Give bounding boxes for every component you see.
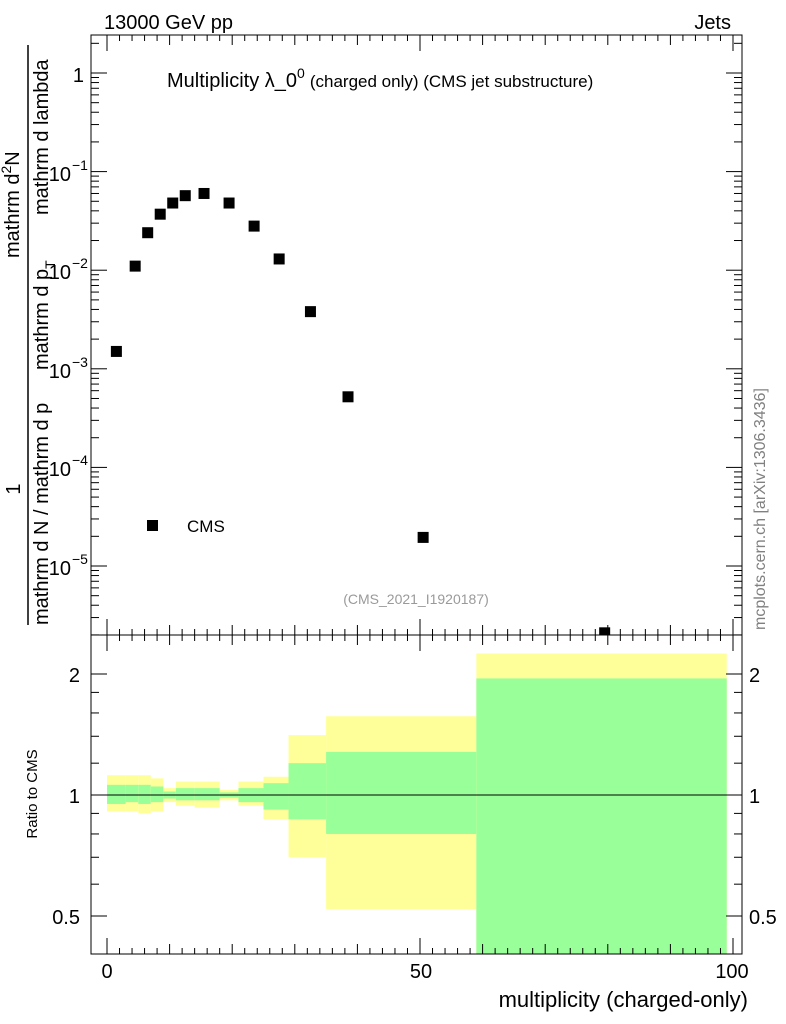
ylabel-denominator-2: mathrm d pT xyxy=(31,260,58,370)
data-point xyxy=(198,187,210,199)
ylabel-prefix: 1 xyxy=(3,483,25,494)
ratio-y-axis-label: Ratio to CMS xyxy=(24,749,41,838)
main-y-tick-exp: −2 xyxy=(72,255,88,271)
data-point xyxy=(129,260,141,272)
data-point xyxy=(273,253,285,265)
ylabel-numerator: mathrm d2N xyxy=(0,151,24,258)
main-y-tick-label: 10 xyxy=(49,164,71,186)
x-tick-label: 50 xyxy=(410,961,432,983)
data-point xyxy=(248,220,260,232)
ratio-bands xyxy=(107,653,727,954)
main-y-tick-label: 10 xyxy=(49,361,71,383)
main-y-tick-label: 10 xyxy=(49,262,71,284)
main-panel-frame xyxy=(90,34,743,636)
main-y-axis-label: 1 mathrm d2N mathrm d N / mathrm d p mat… xyxy=(0,45,58,625)
ratio-band-inner xyxy=(476,678,727,954)
ratio-y-tick-label-left: 1 xyxy=(69,786,80,808)
ylabel-denominator-3: mathrm d lambda xyxy=(31,59,53,215)
main-y-tick-exp: −4 xyxy=(72,452,88,468)
x-tick-label: 0 xyxy=(101,961,112,983)
data-point xyxy=(179,190,191,202)
ratio-y-tick-label-right: 0.5 xyxy=(749,907,777,929)
plot-title-sup: 0 xyxy=(297,65,305,81)
ratio-band-inner xyxy=(150,786,164,803)
ratio-band-inner xyxy=(125,784,139,803)
energy-label: 13000 GeV pp xyxy=(104,12,233,34)
data-point xyxy=(304,306,316,318)
main-y-tick-labels: 1 10 −1 10 −2 10 −3 10 −4 10 −5 xyxy=(49,65,88,580)
category-label: Jets xyxy=(694,12,731,34)
data-point xyxy=(599,627,611,635)
ratio-band-inner xyxy=(263,783,289,810)
axis-ticks xyxy=(91,35,742,954)
main-y-tick-exp: −3 xyxy=(72,354,88,370)
main-y-tick-label: 10 xyxy=(49,459,71,481)
ratio-band-inner xyxy=(288,763,327,820)
plot-title-sub: (charged only) (CMS jet substructure) xyxy=(310,72,593,91)
ratio-band-inner xyxy=(194,788,220,801)
ratio-y-tick-label-left: 0.5 xyxy=(52,907,80,929)
ylabel-denominator-1: mathrm d N / mathrm d p xyxy=(31,403,53,625)
data-point xyxy=(167,197,179,209)
main-y-tick-label: 1 xyxy=(73,65,84,87)
analysis-id: (CMS_2021_I1920187) xyxy=(343,591,489,607)
ratio-band-inner xyxy=(138,784,151,804)
data-point xyxy=(417,531,429,543)
main-y-tick-exp: −5 xyxy=(72,551,88,567)
ratio-band-inner xyxy=(175,788,195,801)
data-point xyxy=(142,227,154,239)
ratio-y-tick-label-right: 2 xyxy=(749,665,760,687)
plot-title: Multiplicity λ_00 (charged only) (CMS jet… xyxy=(167,65,593,92)
watermark: mcplots.cern.ch [arXiv:1306.3436] xyxy=(752,388,769,630)
data-markers xyxy=(110,187,611,635)
x-tick-label: 100 xyxy=(715,961,748,983)
legend-label: CMS xyxy=(187,517,225,536)
ratio-band-inner xyxy=(326,751,477,834)
ratio-band-inner xyxy=(107,784,126,804)
main-y-tick-exp: −1 xyxy=(72,157,88,173)
main-y-tick-label: 10 xyxy=(49,558,71,580)
legend: CMS xyxy=(147,517,225,536)
plot-title-main: Multiplicity λ_0 xyxy=(167,70,297,92)
ratio-y-tick-label-left: 2 xyxy=(69,665,80,687)
data-point xyxy=(154,208,166,220)
data-point xyxy=(110,345,122,357)
data-point xyxy=(342,391,354,403)
x-axis-label: multiplicity (charged-only) xyxy=(499,987,748,1012)
legend-marker xyxy=(147,520,158,531)
data-point xyxy=(223,197,235,209)
ratio-y-tick-label-right: 1 xyxy=(749,786,760,808)
